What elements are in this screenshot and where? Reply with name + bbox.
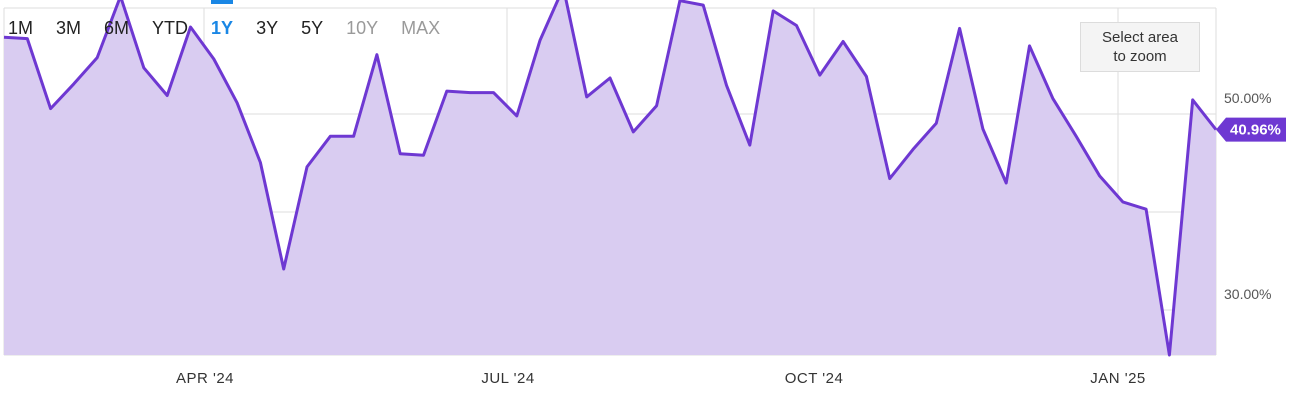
- range-10y-button[interactable]: 10Y: [346, 18, 379, 38]
- range-3m-button[interactable]: 3M: [56, 18, 82, 38]
- y-tick-label: 30.00%: [1224, 286, 1271, 302]
- x-tick-label: OCT '24: [785, 370, 844, 387]
- last-value-badge-shape: [1216, 117, 1286, 142]
- y-tick-label: 50.00%: [1224, 90, 1271, 106]
- x-axis-labels: APR '24 JUL '24 OCT '24 JAN '25: [176, 370, 1146, 387]
- range-6m-button[interactable]: 6M: [104, 18, 130, 38]
- range-1m-button[interactable]: 1M: [8, 18, 34, 38]
- range-max-button[interactable]: MAX: [401, 18, 441, 38]
- range-1y-button[interactable]: 1Y: [211, 0, 234, 50]
- range-5y-button[interactable]: 5Y: [301, 18, 324, 38]
- zoom-hint-line2: to zoom: [1113, 48, 1167, 65]
- range-ytd-button[interactable]: YTD: [152, 18, 189, 38]
- zoom-hint-box: Select area to zoom: [1080, 22, 1200, 72]
- last-value-badge: 40.96%: [1216, 117, 1286, 142]
- chart-series-line: [3, 0, 1218, 357]
- x-tick-label: JAN '25: [1090, 370, 1146, 387]
- x-tick-label: JUL '24: [481, 370, 534, 387]
- range-3y-button[interactable]: 3Y: [256, 18, 279, 38]
- last-value-label: 40.96%: [1230, 122, 1281, 139]
- zoom-hint-line1: Select area: [1102, 29, 1178, 46]
- chart-area-fill: [4, 0, 1216, 355]
- x-tick-label: APR '24: [176, 370, 234, 387]
- y-axis-ticks: 50.00% 30.00%: [1224, 90, 1271, 302]
- time-range-selector: 1M 3M 6M YTD 1Y 3Y 5Y 10Y MAX: [8, 0, 463, 50]
